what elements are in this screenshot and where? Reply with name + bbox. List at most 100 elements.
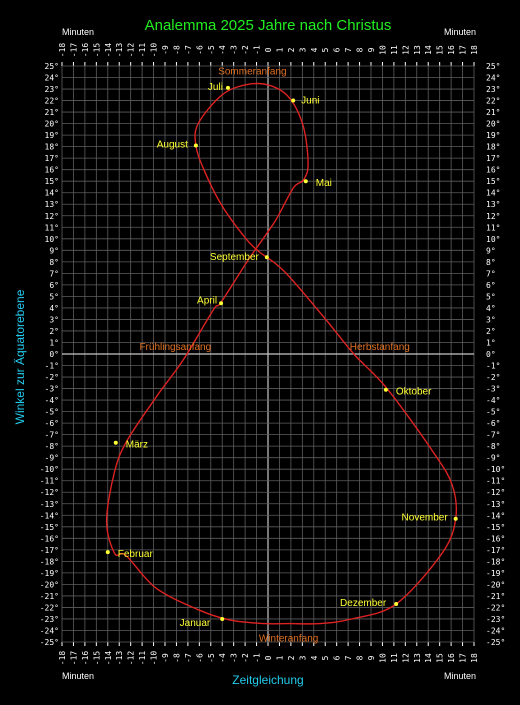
y-tick-label-left: 4° [49,304,59,313]
x-tick-label-bottom: 3 [298,655,307,660]
y-tick-label-right: 16° [486,166,500,175]
y-tick-label-right: 5° [486,292,496,301]
y-tick-label-left: 22° [45,97,59,106]
month-label: Mai [316,178,332,189]
y-tick-label-right: -18° [486,557,505,566]
y-tick-label-right: 10° [486,235,500,244]
y-tick-label-right: -22° [486,603,505,612]
x-tick-label-bottom: -9 [161,653,170,663]
x-tick-label-top: 12 [401,45,410,55]
y-tick-label-right: -5° [486,408,500,417]
x-unit-label-bottom-left: Minuten [62,671,94,681]
x-tick-label-bottom: 12 [401,653,410,663]
y-tick-label-right: 25° [486,62,500,71]
month-label: Juli [208,82,223,93]
y-tick-label-right: -2° [486,373,500,382]
x-tick-label-top: 0 [264,47,273,52]
y-tick-label-right: -4° [486,396,500,405]
x-tick-label-top: 15 [436,45,445,55]
x-tick-label-top: 7 [344,47,353,52]
season-label: Herbstanfang [350,342,410,353]
y-tick-label-left: 21° [45,108,59,117]
x-tick-label-top: 13 [413,45,422,55]
x-tick-label-bottom: -5 [207,653,216,663]
y-tick-label-left: -24° [40,626,59,635]
y-tick-label-left: 20° [45,120,59,129]
x-tick-label-bottom: 7 [344,655,353,660]
y-tick-label-right: -15° [486,523,505,532]
x-tick-label-bottom: -15 [92,651,101,666]
month-marker-dot [225,85,230,90]
y-tick-label-left: -25° [40,638,59,647]
x-tick-label-bottom: 16 [447,653,456,663]
month-marker-dot [264,255,269,260]
y-tick-label-left: 7° [49,269,59,278]
x-tick-label-bottom: 0 [264,655,273,660]
y-tick-label-right: -14° [486,511,505,520]
x-tick-label-top: -6 [195,45,204,55]
x-tick-label-bottom: -18 [58,651,67,666]
x-tick-label-top: 6 [333,47,342,52]
x-tick-label-bottom: -6 [195,653,204,663]
month-label: Januar [180,618,211,629]
month-marker-dot [291,98,296,103]
y-tick-label-left: 15° [45,177,59,186]
y-tick-label-right: -11° [486,477,505,486]
y-tick-label-left: -23° [40,615,59,624]
month-label: April [197,295,217,306]
x-tick-label-bottom: 17 [459,653,468,663]
month-label: November [402,513,449,524]
y-tick-label-left: 14° [45,189,59,198]
x-tick-label-top: 1 [275,47,284,52]
y-tick-label-left: -4° [45,396,59,405]
y-tick-label-right: 20° [486,120,500,129]
y-tick-label-right: -1° [486,362,500,371]
x-tick-label-top: -10 [150,43,159,58]
y-tick-label-right: -6° [486,419,500,428]
month-label: September [210,252,260,263]
month-marker-dot [113,440,118,445]
x-tick-label-bottom: 1 [275,655,284,660]
y-tick-label-right: 23° [486,85,500,94]
y-tick-label-left: -1° [45,362,59,371]
y-tick-label-right: -21° [486,592,505,601]
x-tick-label-bottom: -1 [253,653,262,663]
y-tick-label-right: 17° [486,154,500,163]
month-marker-dot [105,550,110,555]
y-tick-label-left: 2° [49,327,59,336]
y-tick-label-left: -8° [45,442,59,451]
month-label: Dezember [340,598,387,609]
month-marker-dot [219,301,224,306]
x-tick-label-top: -15 [92,43,101,58]
x-tick-label-top: 17 [459,45,468,55]
x-tick-label-top: 14 [424,45,433,55]
month-markers: Januar Februar März April Mai Juni Juli August S… [105,82,458,629]
analemma-curve [105,82,458,625]
y-tick-label-left: 8° [49,258,59,267]
y-tick-label-left: 10° [45,235,59,244]
y-tick-label-right: -9° [486,454,500,463]
y-tick-label-right: 7° [486,269,496,278]
x-tick-label-top: -8 [172,45,181,55]
y-tick-label-left: 11° [45,223,59,232]
y-tick-label-right: -12° [486,488,505,497]
y-tick-label-left: -18° [40,557,59,566]
y-tick-label-right: 15° [486,177,500,186]
x-tick-label-bottom: 8 [356,655,365,660]
x-tick-label-top: -3 [230,45,239,55]
y-tick-label-right: -3° [486,385,500,394]
season-labels: Sommeranfang Frühlingsanfang Herbstanfang W… [139,66,409,644]
y-tick-label-right: 8° [486,258,496,267]
x-tick-label-top: 11 [390,45,399,55]
x-tick-label-top: -14 [104,43,113,58]
grid [61,62,475,646]
y-tick-label-left: -2° [45,373,59,382]
y-tick-label-right: -7° [486,431,500,440]
y-tick-label-right: 9° [486,246,496,255]
x-tick-label-top: 9 [367,47,376,52]
y-axis-label: Winkel zur Äquatorebene [13,289,27,424]
y-tick-label-left: -12° [40,488,59,497]
y-tick-label-left: -6° [45,419,59,428]
y-tick-label-left: 5° [49,292,59,301]
